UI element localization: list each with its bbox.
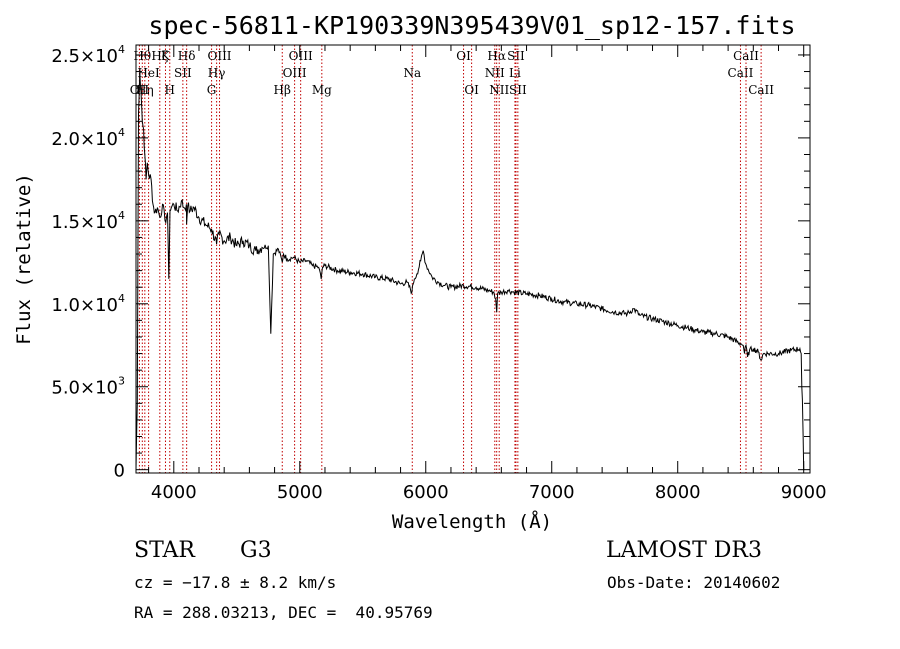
- series-layer: [135, 71, 805, 471]
- line-marker-label: OI: [456, 49, 471, 63]
- y-tick-label: 0: [114, 461, 125, 482]
- line-marker-label: Hβ: [274, 83, 291, 97]
- line-marker-label: SII: [507, 49, 525, 63]
- coordinates: RA = 288.03213, DEC = 40.95769: [134, 603, 433, 622]
- line-marker-label: NII: [489, 83, 509, 97]
- y-axis-label: Flux (relative): [13, 173, 35, 345]
- line-marker-label: OIII: [289, 49, 313, 63]
- survey-name: LAMOST DR3: [606, 538, 762, 563]
- line-marker-label: K: [161, 49, 171, 63]
- subclass: G3: [240, 538, 272, 563]
- line-marker-label: CaII: [733, 49, 759, 63]
- line-marker-label: Hδ: [178, 49, 196, 63]
- chart-title: spec-56811-KP190339N395439V01_sp12-157.f…: [148, 11, 795, 40]
- line-marker-label: H: [165, 83, 175, 97]
- line-marker-label: Hα: [487, 49, 506, 63]
- object-class: STAR: [134, 538, 195, 563]
- line-marker-label: Hγ: [208, 66, 226, 80]
- x-tick-label: 7000: [529, 482, 575, 503]
- x-axis: 4000 5000 6000 7000 8000 9000: [148, 45, 827, 503]
- line-marker-label: SII: [174, 66, 192, 80]
- x-tick-label: 8000: [655, 482, 701, 503]
- line-marker-label: Li: [509, 66, 521, 80]
- y-tick-label: 1.5×104: [51, 209, 125, 233]
- line-marker-label: Hη: [136, 83, 154, 97]
- x-tick-label: 6000: [403, 482, 449, 503]
- line-marker-label: Na: [403, 66, 421, 80]
- line-marker-label: HeI: [137, 66, 160, 80]
- spectrum-line: [135, 71, 805, 471]
- y-tick-label: 5.0×103: [51, 375, 125, 399]
- line-marker-label: CaII: [728, 66, 754, 80]
- line-marker-label: OI: [464, 83, 479, 97]
- x-tick-label: 5000: [277, 482, 323, 503]
- y-tick-label: 2.0×104: [51, 126, 125, 150]
- line-marker-label: SII: [509, 83, 527, 97]
- line-marker-label: OIII: [283, 66, 307, 80]
- line-markers: OIIHθHηHeIHζKHSIIHδGHγOIIIHβOIIIOIIIMgNa…: [130, 45, 774, 473]
- line-marker-label: Hζ: [151, 49, 168, 63]
- x-tick-label: 9000: [781, 482, 827, 503]
- obs-date: Obs-Date: 20140602: [607, 573, 781, 592]
- y-axis: 0 5.0×103 1.0×104 1.5×104 2.0×104 2.5×104: [51, 43, 810, 482]
- redshift-value: cz = −17.8 ± 8.2 km/s: [134, 573, 337, 592]
- y-tick-label: 2.5×104: [51, 43, 125, 67]
- line-marker-label: Hθ: [133, 49, 151, 63]
- line-marker-label: CaII: [748, 83, 774, 97]
- y-tick-label: 1.0×104: [51, 292, 125, 316]
- line-marker-label: NII: [485, 66, 505, 80]
- x-axis-label: Wavelength (Å): [392, 510, 552, 533]
- plot-frame: [135, 44, 811, 474]
- line-marker-label: OIII: [207, 49, 231, 63]
- line-marker-label: G: [207, 83, 217, 97]
- line-marker-label: Mg: [312, 83, 332, 97]
- x-tick-label: 4000: [151, 482, 197, 503]
